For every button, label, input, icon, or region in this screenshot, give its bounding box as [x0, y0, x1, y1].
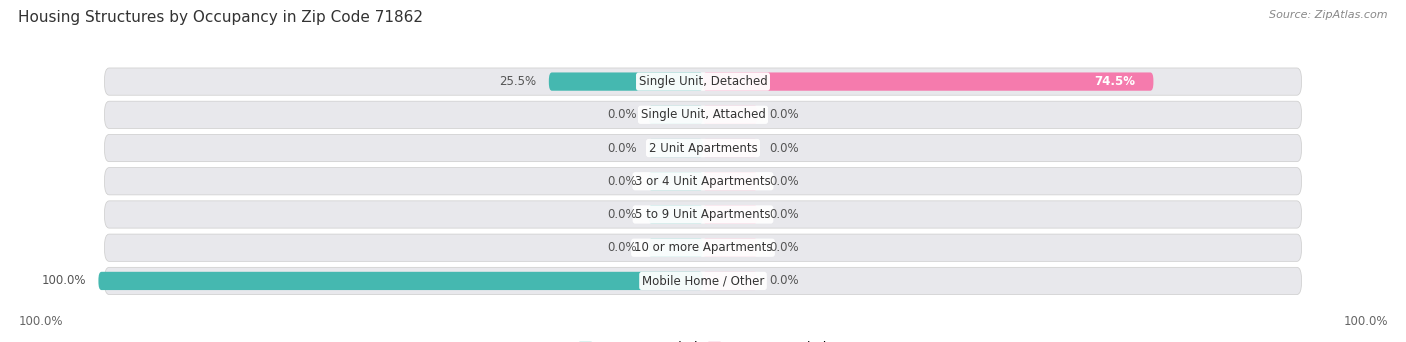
FancyBboxPatch shape — [104, 234, 1302, 261]
Text: 3 or 4 Unit Apartments: 3 or 4 Unit Apartments — [636, 175, 770, 188]
FancyBboxPatch shape — [548, 73, 703, 91]
Text: 0.0%: 0.0% — [769, 142, 799, 155]
Text: Single Unit, Detached: Single Unit, Detached — [638, 75, 768, 88]
FancyBboxPatch shape — [648, 106, 703, 124]
Text: 25.5%: 25.5% — [499, 75, 537, 88]
Text: 0.0%: 0.0% — [607, 108, 637, 121]
Legend: Owner-occupied, Renter-occupied: Owner-occupied, Renter-occupied — [574, 336, 832, 342]
FancyBboxPatch shape — [648, 172, 703, 190]
Text: 0.0%: 0.0% — [607, 241, 637, 254]
Text: Mobile Home / Other: Mobile Home / Other — [641, 274, 765, 287]
FancyBboxPatch shape — [98, 272, 703, 290]
Text: 0.0%: 0.0% — [769, 175, 799, 188]
Text: 74.5%: 74.5% — [1094, 75, 1135, 88]
FancyBboxPatch shape — [104, 134, 1302, 162]
FancyBboxPatch shape — [104, 267, 1302, 294]
FancyBboxPatch shape — [648, 239, 703, 257]
Text: 0.0%: 0.0% — [769, 241, 799, 254]
Text: 5 to 9 Unit Apartments: 5 to 9 Unit Apartments — [636, 208, 770, 221]
Text: 100.0%: 100.0% — [42, 274, 86, 287]
FancyBboxPatch shape — [703, 239, 758, 257]
FancyBboxPatch shape — [104, 68, 1302, 95]
Text: 0.0%: 0.0% — [769, 208, 799, 221]
FancyBboxPatch shape — [648, 205, 703, 224]
FancyBboxPatch shape — [104, 201, 1302, 228]
Text: 0.0%: 0.0% — [769, 108, 799, 121]
Text: 0.0%: 0.0% — [607, 208, 637, 221]
Text: 0.0%: 0.0% — [607, 142, 637, 155]
Text: 0.0%: 0.0% — [607, 175, 637, 188]
Text: 100.0%: 100.0% — [18, 315, 63, 328]
FancyBboxPatch shape — [703, 172, 758, 190]
FancyBboxPatch shape — [703, 139, 758, 157]
Text: 2 Unit Apartments: 2 Unit Apartments — [648, 142, 758, 155]
FancyBboxPatch shape — [703, 205, 758, 224]
FancyBboxPatch shape — [648, 139, 703, 157]
Text: 10 or more Apartments: 10 or more Apartments — [634, 241, 772, 254]
FancyBboxPatch shape — [703, 106, 758, 124]
Text: Housing Structures by Occupancy in Zip Code 71862: Housing Structures by Occupancy in Zip C… — [18, 10, 423, 25]
FancyBboxPatch shape — [104, 101, 1302, 129]
FancyBboxPatch shape — [104, 168, 1302, 195]
Text: 100.0%: 100.0% — [1343, 315, 1388, 328]
Text: Single Unit, Attached: Single Unit, Attached — [641, 108, 765, 121]
Text: 0.0%: 0.0% — [769, 274, 799, 287]
FancyBboxPatch shape — [703, 272, 758, 290]
Text: Source: ZipAtlas.com: Source: ZipAtlas.com — [1270, 10, 1388, 20]
FancyBboxPatch shape — [703, 73, 1153, 91]
